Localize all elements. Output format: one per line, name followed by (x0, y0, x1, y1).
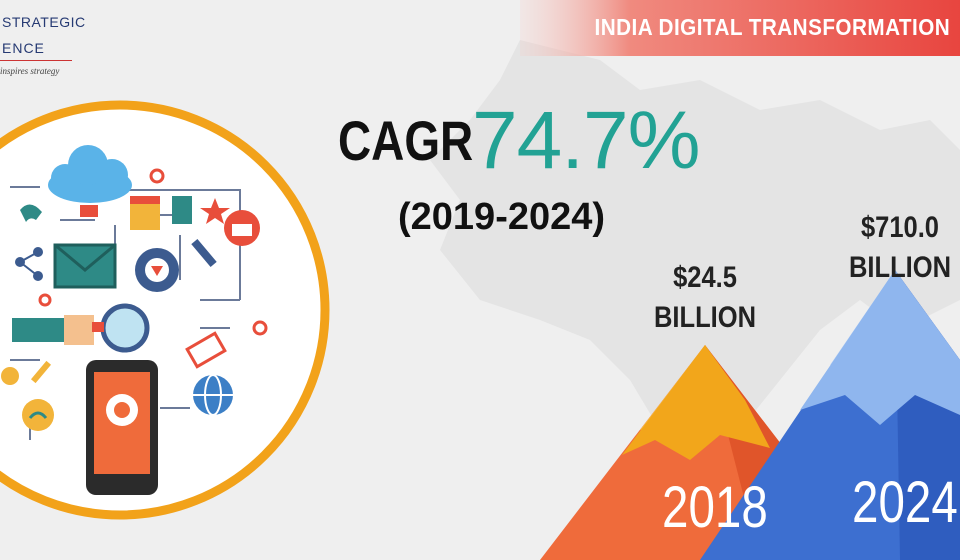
gear-icon (135, 248, 179, 292)
year-2024: 2024 (852, 470, 958, 535)
email-icon (53, 243, 117, 289)
company-logo: STRATEGIC ENCE inspires strategy (0, 10, 85, 80)
logo-tagline: inspires strategy (0, 66, 60, 76)
globe-icon (193, 374, 233, 416)
document-icon (172, 196, 192, 224)
magnifier-icon (12, 303, 150, 353)
logo-line-1: STRATEGIC (2, 14, 86, 30)
storefront-icon (130, 196, 160, 230)
small-gear-icon (38, 293, 52, 307)
cloud-icon (48, 145, 132, 203)
share-icon (15, 247, 43, 281)
price-tag-icon (185, 331, 227, 369)
value-2024: $710.0 BILLION (845, 208, 956, 288)
logo-line-2: ENCE (2, 40, 45, 56)
small-gear-icon (252, 320, 268, 336)
bulb-icon (1, 367, 19, 385)
cagr-label: CAGR (338, 109, 474, 172)
digital-icons-circle (0, 100, 330, 520)
cagr-value: 74.7% (472, 95, 701, 186)
cagr-block: CAGR 74.7% (338, 95, 701, 186)
value-2018: $24.5 BILLION (650, 258, 761, 338)
mountain-2024 (700, 270, 960, 560)
wifi-icon (22, 399, 54, 431)
logo-divider (0, 60, 72, 61)
smartphone-icon (86, 360, 158, 495)
shopping-basket-icon (224, 210, 260, 246)
phone-icon (20, 204, 42, 222)
wrench-icon (191, 238, 217, 268)
cagr-period: (2019-2024) (398, 196, 606, 238)
title-banner (520, 0, 960, 56)
value-2018-unit: BILLION (654, 301, 756, 334)
banner-title: INDIA DIGITAL TRANSFORMATION (594, 14, 950, 40)
value-2024-unit: BILLION (849, 251, 951, 284)
year-2018: 2018 (662, 475, 768, 540)
star-icon (200, 198, 230, 224)
value-2024-amount: $710.0 (860, 211, 939, 244)
hand-cuff-icon (80, 205, 98, 217)
value-2018-amount: $24.5 (673, 261, 737, 294)
small-gear-icon (149, 168, 165, 184)
pen-icon (30, 360, 52, 384)
